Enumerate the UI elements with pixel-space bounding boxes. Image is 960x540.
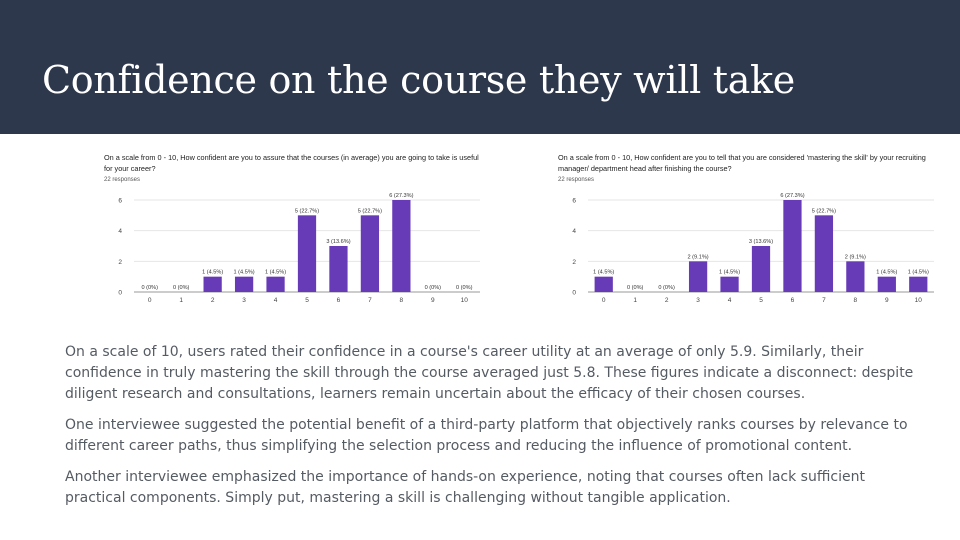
- bar-chart-svg: 0 2 4 6 1 (4.5%) 0 0 (0%) 1 0 (0%) 2 2 (9.1%) 3 1 (4…: [572, 193, 934, 304]
- x-tick-label: 9: [885, 297, 889, 304]
- chart-question: On a scale from 0 - 10, How confident ar…: [558, 153, 926, 173]
- chart-question: On a scale from 0 - 10, How confident ar…: [104, 153, 479, 173]
- data-label: 2 (9.1%): [845, 254, 866, 260]
- data-label: 0 (0%): [658, 285, 675, 291]
- x-tick-label: 2: [211, 297, 215, 304]
- x-tick-label: 5: [305, 297, 309, 304]
- data-label: 5 (22.7%): [295, 208, 319, 214]
- x-tick-label: 2: [665, 297, 669, 304]
- bar-9: [877, 276, 896, 292]
- slide-title: Confidence on the course they will take: [42, 58, 795, 102]
- x-tick-label: 9: [431, 297, 435, 304]
- paragraph-third-party-platform: One interviewee suggested the potential …: [65, 417, 908, 454]
- chart-response-count: 22 responses: [558, 177, 595, 183]
- data-label: 1 (4.5%): [719, 270, 740, 276]
- data-label: 3 (13.6%): [326, 239, 350, 245]
- y-tick-label: 6: [572, 198, 576, 205]
- data-label: 1 (4.5%): [876, 270, 897, 276]
- data-label: 1 (4.5%): [265, 270, 286, 276]
- bar-7: [814, 215, 834, 292]
- x-tick-label: 5: [759, 297, 763, 304]
- bar-6: [329, 246, 348, 292]
- bar-6: [783, 200, 802, 292]
- x-tick-label: 1: [179, 297, 183, 304]
- x-tick-label: 8: [400, 297, 404, 304]
- bar-7: [360, 215, 380, 292]
- data-label: 1 (4.5%): [234, 270, 255, 276]
- y-tick-label: 0: [118, 290, 122, 297]
- x-tick-label: 6: [791, 297, 795, 304]
- data-label: 5 (22.7%): [812, 208, 836, 214]
- bar-8: [392, 200, 411, 292]
- x-tick-label: 3: [696, 297, 700, 304]
- bar-10: [909, 276, 928, 292]
- slide-body: On a scale of 10, users rated their conf…: [65, 342, 921, 519]
- paragraph-hands-on-experience: Another interviewee emphasized the impor…: [65, 469, 865, 506]
- data-label: 0 (0%): [425, 285, 442, 291]
- data-label: 6 (27.3%): [389, 193, 413, 199]
- chart-response-count: 22 responses: [104, 177, 141, 183]
- data-label: 1 (4.5%): [202, 270, 223, 276]
- bar-8: [846, 261, 865, 292]
- y-tick-label: 2: [118, 259, 122, 266]
- bar-3: [234, 276, 254, 292]
- y-tick-label: 4: [118, 228, 122, 235]
- bar-4: [720, 276, 739, 292]
- x-tick-label: 3: [242, 297, 246, 304]
- chart-career-usefulness: On a scale from 0 - 10, How confident ar…: [100, 148, 500, 308]
- data-label: 2 (9.1%): [688, 254, 709, 260]
- x-tick-label: 4: [728, 297, 732, 304]
- data-label: 1 (4.5%): [908, 270, 929, 276]
- data-label: 5 (22.7%): [358, 208, 382, 214]
- bar-5: [297, 215, 317, 292]
- paragraph-career-utility: On a scale of 10, users rated their conf…: [65, 344, 914, 402]
- x-tick-label: 0: [602, 297, 606, 304]
- data-label: 3 (13.6%): [749, 239, 773, 245]
- x-tick-label: 10: [461, 297, 469, 304]
- x-tick-label: 6: [337, 297, 341, 304]
- bar-5: [751, 246, 771, 292]
- data-label: 1 (4.5%): [593, 270, 614, 276]
- slide-header: Confidence on the course they will take: [0, 0, 960, 134]
- x-tick-label: 7: [368, 297, 372, 304]
- y-tick-label: 2: [572, 259, 576, 266]
- bar-3: [688, 261, 708, 292]
- x-tick-label: 4: [274, 297, 278, 304]
- chart-mastering-skill: On a scale from 0 - 10, How confident ar…: [554, 148, 954, 308]
- data-label: 0 (0%): [627, 285, 644, 291]
- x-tick-label: 10: [915, 297, 923, 304]
- y-tick-label: 4: [572, 228, 576, 235]
- data-label: 6 (27.3%): [780, 193, 804, 199]
- data-label: 0 (0%): [141, 285, 158, 291]
- y-tick-label: 0: [572, 290, 576, 297]
- x-tick-label: 0: [148, 297, 152, 304]
- bar-2: [203, 276, 222, 292]
- x-tick-label: 1: [633, 297, 637, 304]
- x-tick-label: 8: [854, 297, 858, 304]
- data-label: 0 (0%): [456, 285, 473, 291]
- data-label: 0 (0%): [173, 285, 190, 291]
- bar-4: [266, 276, 285, 292]
- bar-0: [594, 276, 613, 292]
- bar-chart-svg: 0 2 4 6 0 (0%) 0 0 (0%) 1 1 (4.5%) 2 1 (4.5%) 3 1 (4…: [118, 193, 480, 304]
- x-tick-label: 7: [822, 297, 826, 304]
- y-tick-label: 6: [118, 198, 122, 205]
